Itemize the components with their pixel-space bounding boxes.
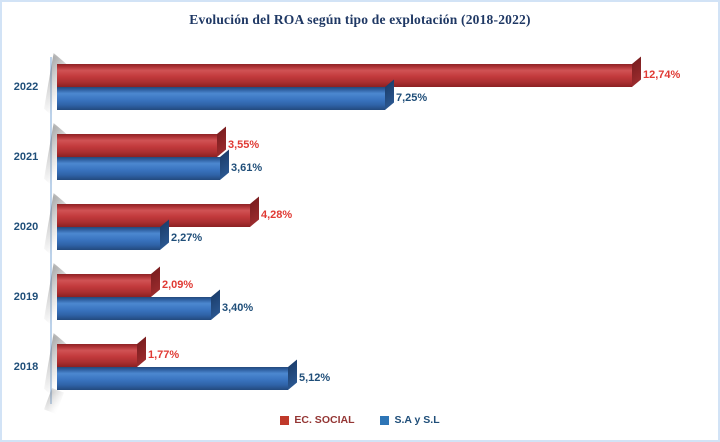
bar-ec-social: [57, 126, 226, 157]
value-label: 3,40%: [222, 302, 254, 314]
bar-sa-sl: [57, 149, 229, 180]
value-label: 5,12%: [299, 372, 331, 384]
value-label: 2,09%: [162, 279, 194, 291]
legend-swatch-icon: [380, 415, 390, 425]
legend-item: S.A y S.L: [380, 414, 440, 426]
legend: EC. SOCIAL S.A y S.L: [2, 414, 718, 426]
value-label: 1,77%: [148, 349, 180, 361]
bar-ec-social: [57, 196, 259, 227]
legend-label: S.A y S.L: [394, 414, 440, 426]
bar-end-cap: [137, 336, 146, 367]
category-label: 2022: [13, 81, 39, 93]
legend-item: EC. SOCIAL: [280, 414, 354, 426]
category-label: 2018: [13, 361, 39, 373]
bar-sa-sl: [57, 219, 169, 250]
value-label: 7,25%: [396, 92, 428, 104]
bar-end-cap: [250, 196, 259, 227]
category-label: 2021: [13, 151, 39, 163]
category-label: 2019: [13, 291, 39, 303]
value-label: 12,74%: [643, 69, 681, 81]
value-label: 3,55%: [228, 139, 260, 151]
bar-end-cap: [151, 266, 160, 297]
bar-end-cap: [220, 149, 229, 180]
bar-ec-social: [57, 266, 160, 297]
bar-end-cap: [288, 359, 297, 390]
value-label: 4,28%: [261, 209, 293, 221]
legend-label: EC. SOCIAL: [294, 414, 355, 426]
bar-sa-sl: [57, 79, 394, 110]
bar-end-cap: [632, 56, 641, 87]
legend-swatch-icon: [280, 415, 290, 425]
value-label: 2,27%: [171, 232, 203, 244]
bar-end-cap: [211, 289, 220, 320]
bar-ec-social: [57, 336, 146, 367]
chart-title: Evolución del ROA según tipo de explotac…: [189, 12, 531, 27]
bar-sa-sl: [57, 359, 297, 390]
value-label: 3,61%: [231, 162, 263, 174]
bar-ec-social: [57, 56, 641, 87]
category-label: 2020: [13, 221, 39, 233]
bar-sa-sl: [57, 289, 220, 320]
